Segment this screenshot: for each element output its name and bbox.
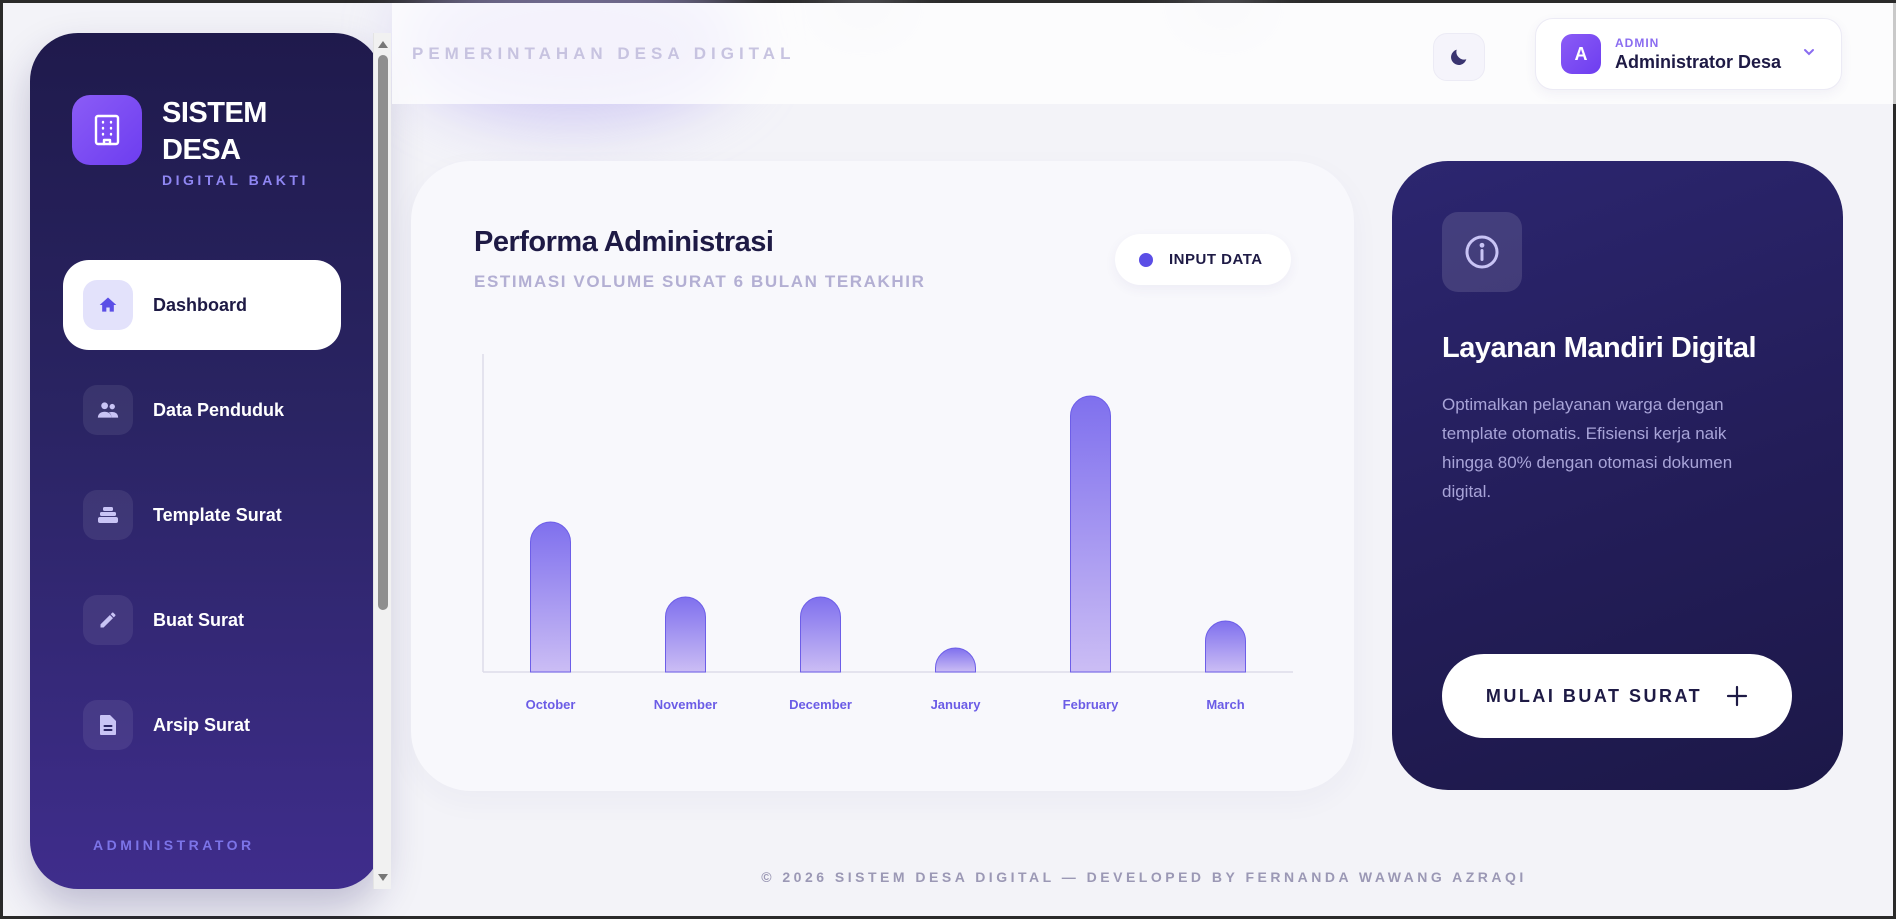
x-tick-label: November [654,697,718,712]
x-tick-label: February [1063,697,1119,712]
sidebar-item-dashboard[interactable]: Dashboard [63,260,341,350]
page-title: PEMERINTAHAN DESA DIGITAL [412,44,796,63]
bar-chart: October November December January February Ma… [482,354,1293,712]
chart-title: Performa Administrasi [474,226,774,258]
sidebar-item-label: Arsip Surat [153,714,251,735]
layers-icon [83,490,133,540]
x-tick-label: December [789,697,852,712]
scroll-up-icon[interactable] [378,41,388,48]
cta-label: MULAI BUAT SURAT [1485,685,1703,706]
sidebar-item-buat-surat[interactable]: Buat Surat [63,575,341,665]
brand-title: SISTEM DESA [162,97,267,166]
chart-bar[interactable] [1070,395,1111,673]
footer: © 2026 SISTEM DESA DIGITAL — DEVELOPED B… [761,869,1527,885]
plus-icon [1727,685,1748,707]
chevron-down-icon [1804,49,1814,56]
building-icon [72,95,142,165]
scroll-down-icon[interactable] [378,874,388,881]
sidebar-footer: ADMINISTRATOR [93,837,255,853]
sidebar-item-label: Template Surat [153,504,282,525]
chart-bar[interactable] [800,596,841,673]
user-role: ADMIN [1615,35,1660,50]
legend-label: INPUT DATA [1169,251,1263,268]
user-name: Administrator Desa [1615,51,1782,72]
sidebar-scrollbar[interactable] [373,33,391,889]
chart-bar[interactable] [1205,620,1246,673]
chart-subtitle: ESTIMASI VOLUME SURAT 6 BULAN TERAKHIR [474,272,926,291]
moon-icon [1451,49,1467,65]
users-icon [83,385,133,435]
info-description: Optimalkan pelayanan warga dengan templa… [1442,395,1733,501]
chart-bar[interactable] [530,521,571,673]
user-menu[interactable]: A ADMIN Administrator Desa [1535,18,1842,90]
x-tick-label: January [931,697,982,712]
x-tick-label: October [526,697,576,712]
pencil-icon [83,595,133,645]
chart-legend[interactable]: INPUT DATA [1115,234,1291,285]
sidebar-nav: Dashboard Data Penduduk Template Surat B… [63,260,341,785]
sidebar-item-template-surat[interactable]: Template Surat [63,470,341,560]
sidebar-item-label: Buat Surat [153,609,245,630]
sidebar-item-data-penduduk[interactable]: Data Penduduk [63,365,341,455]
avatar: A [1561,34,1601,74]
document-icon [83,700,133,750]
legend-dot [1139,252,1153,267]
sidebar-item-label: Dashboard [153,294,248,315]
scroll-thumb[interactable] [378,55,388,610]
x-tick-label: March [1206,697,1244,712]
sidebar: SISTEM DESA DIGITAL BAKTI Dashboard Data… [30,33,382,889]
performance-chart-card: Performa Administrasi ESTIMASI VOLUME SU… [411,161,1354,791]
sidebar-item-label: Data Penduduk [153,399,285,420]
start-letter-button[interactable]: MULAI BUAT SURAT [1442,654,1792,738]
brand: SISTEM DESA DIGITAL BAKTI [72,95,312,188]
sidebar-item-arsip-surat[interactable]: Arsip Surat [63,680,341,770]
brand-subtitle: DIGITAL BAKTI [162,172,309,188]
home-icon [83,280,133,330]
header: PEMERINTAHAN DESA DIGITAL A ADMIN Admini… [392,3,1896,104]
info-title: Layanan Mandiri Digital [1442,332,1757,364]
chart-bar[interactable] [665,596,706,673]
self-service-card: Layanan Mandiri Digital Optimalkan pelay… [1392,161,1843,790]
theme-toggle-button[interactable] [1433,33,1485,81]
chart-bar[interactable] [935,647,976,673]
info-icon [1442,212,1522,292]
